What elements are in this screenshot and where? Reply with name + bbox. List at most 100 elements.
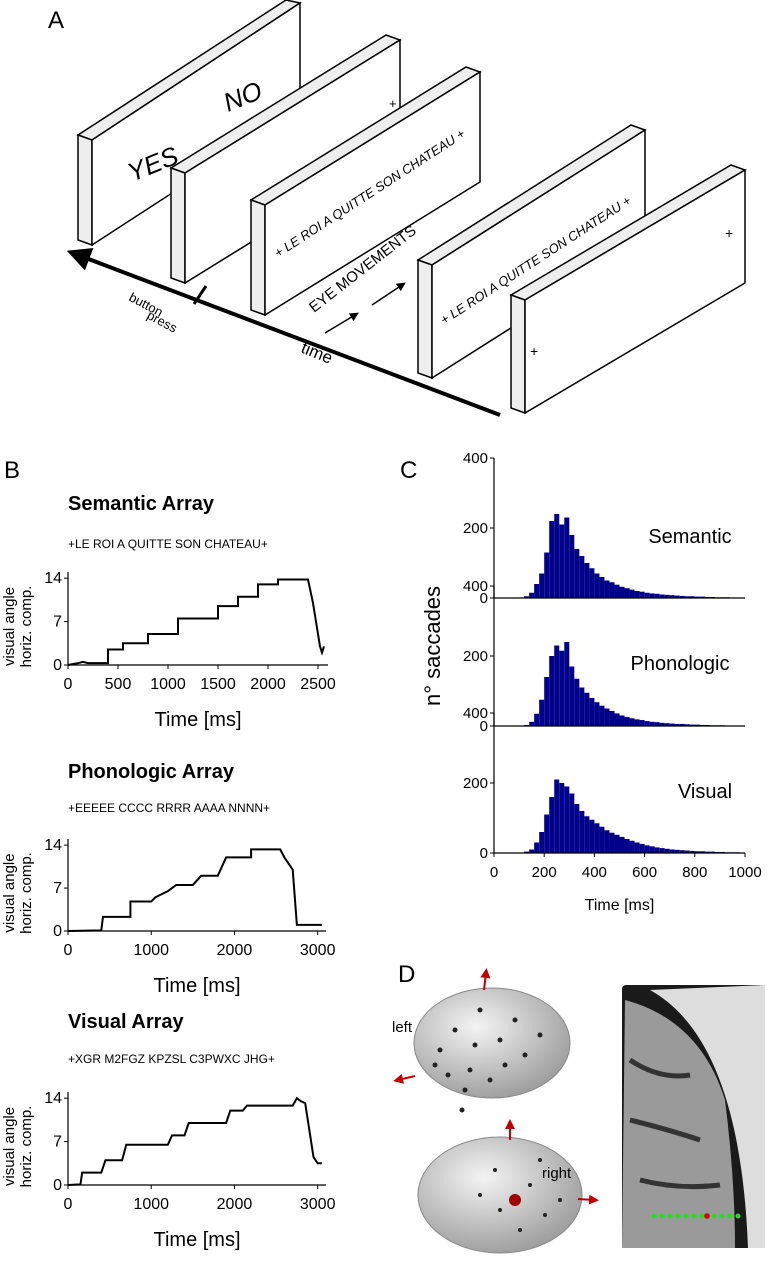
histogram-bar (699, 596, 705, 598)
histogram-bar (664, 594, 670, 598)
histogram-bar (689, 596, 695, 598)
x-tick-label: 1000 (728, 864, 761, 881)
histogram-bar (654, 847, 660, 853)
y-tick-label: 7 (53, 880, 62, 897)
x-axis-label: Time [ms] (153, 975, 240, 997)
x-tick-label: 1000 (150, 676, 186, 693)
histogram-bar (524, 596, 530, 598)
electrode-highlight (509, 1194, 521, 1206)
histogram-bar (659, 722, 665, 726)
x-axis-label: Time [ms] (154, 709, 241, 731)
y-tick-label: 14 (44, 570, 62, 587)
hemisphere-label: left (392, 1019, 413, 1036)
histogram-bar (614, 834, 620, 853)
y-tick-label: 7 (53, 614, 62, 631)
histogram-bar (664, 723, 670, 726)
x-tick-label: 1500 (200, 676, 236, 693)
histogram-bar (564, 517, 570, 598)
x-tick-label: 0 (64, 942, 73, 959)
histogram-bar (609, 832, 615, 853)
histogram-bar (679, 595, 685, 598)
y-axis-label: visual angle (1, 587, 18, 666)
slab-side (77, 133, 93, 247)
slab-side (250, 198, 266, 317)
time-arrow (66, 248, 501, 417)
histogram-bar (689, 850, 695, 853)
histogram-bar (679, 723, 685, 726)
y-axis-label: visual angle (1, 1107, 18, 1186)
histogram-bar (544, 677, 550, 726)
histogram-bar (654, 593, 660, 598)
histogram-bar (664, 848, 670, 853)
histogram-bar (619, 715, 625, 726)
histogram-bar (524, 851, 530, 853)
histogram-bar (694, 851, 700, 853)
slab (416, 124, 647, 380)
fixation-cross: + (530, 343, 538, 359)
histogram-bar (629, 589, 635, 598)
brain-right (417, 1136, 583, 1254)
histogram-bar (569, 535, 575, 598)
histogram-bar (634, 719, 640, 726)
histogram-bar (674, 849, 680, 853)
histogram-bar (619, 836, 625, 853)
histogram-bar (549, 797, 555, 853)
histogram-bar (684, 724, 690, 726)
y-axis-label: horiz. comp. (18, 586, 35, 668)
y-axis-label: horiz. comp. (18, 1106, 35, 1188)
depth-electrode (651, 1213, 741, 1219)
histogram-bar (654, 722, 660, 726)
x-axis-label: Time [ms] (153, 1229, 240, 1251)
histogram-bar (589, 698, 595, 726)
x-tick-label: 2500 (300, 676, 336, 693)
histogram-bar (649, 721, 655, 726)
x-tick-label: 400 (582, 864, 607, 881)
histogram-bar (644, 721, 650, 726)
y-tick-label: 14 (44, 837, 62, 854)
histogram-bar (694, 596, 700, 598)
histogram-bar (529, 592, 535, 598)
chart-title: Phonologic Array (68, 761, 235, 783)
series-label: Visual (678, 781, 732, 803)
y-tick-label: 0 (53, 923, 62, 940)
histogram-bar (574, 678, 580, 726)
panel-label: D (398, 961, 415, 988)
histogram-bar (629, 718, 635, 726)
depth-contact (704, 1213, 710, 1219)
histogram-bar (684, 850, 690, 853)
y-tick-label: 7 (53, 1134, 62, 1151)
y-tick-label: 200 (463, 648, 488, 665)
histogram-bar (649, 593, 655, 598)
chart-subtitle: +EEEEE CCCC RRRR AAAA NNNN+ (68, 801, 270, 815)
y-tick-label: 400 (463, 450, 488, 467)
histogram-bar (634, 842, 640, 853)
histogram-bar (604, 580, 610, 598)
histogram-bar (584, 816, 590, 853)
histogram-bar (539, 832, 545, 853)
histogram-bar (589, 568, 595, 598)
data-line (67, 848, 322, 932)
x-tick-label: 800 (682, 864, 707, 881)
histogram-bar (589, 819, 595, 853)
histogram-bar (554, 645, 560, 726)
orientation-arrow (577, 1194, 599, 1205)
series-label: Semantic (648, 526, 731, 548)
histogram-bar (574, 549, 580, 598)
histogram-bar (539, 699, 545, 726)
histogram-bar (549, 521, 555, 598)
histogram-bar (579, 556, 585, 598)
y-axis-label: horiz. comp. (18, 852, 35, 934)
histogram-bar (539, 573, 545, 598)
chart-subtitle: +XGR M2FGZ KPZSL C3PWXC JHG+ (68, 1052, 275, 1066)
histogram-bar (604, 708, 610, 726)
histogram-bar (559, 783, 565, 853)
x-tick-label: 1000 (133, 1196, 169, 1213)
histogram-bar (639, 720, 645, 726)
histogram-bar (624, 588, 630, 598)
histogram-bar (649, 846, 655, 853)
histogram-bar (574, 804, 580, 853)
histogram-bar (549, 656, 555, 726)
slab (509, 164, 747, 415)
